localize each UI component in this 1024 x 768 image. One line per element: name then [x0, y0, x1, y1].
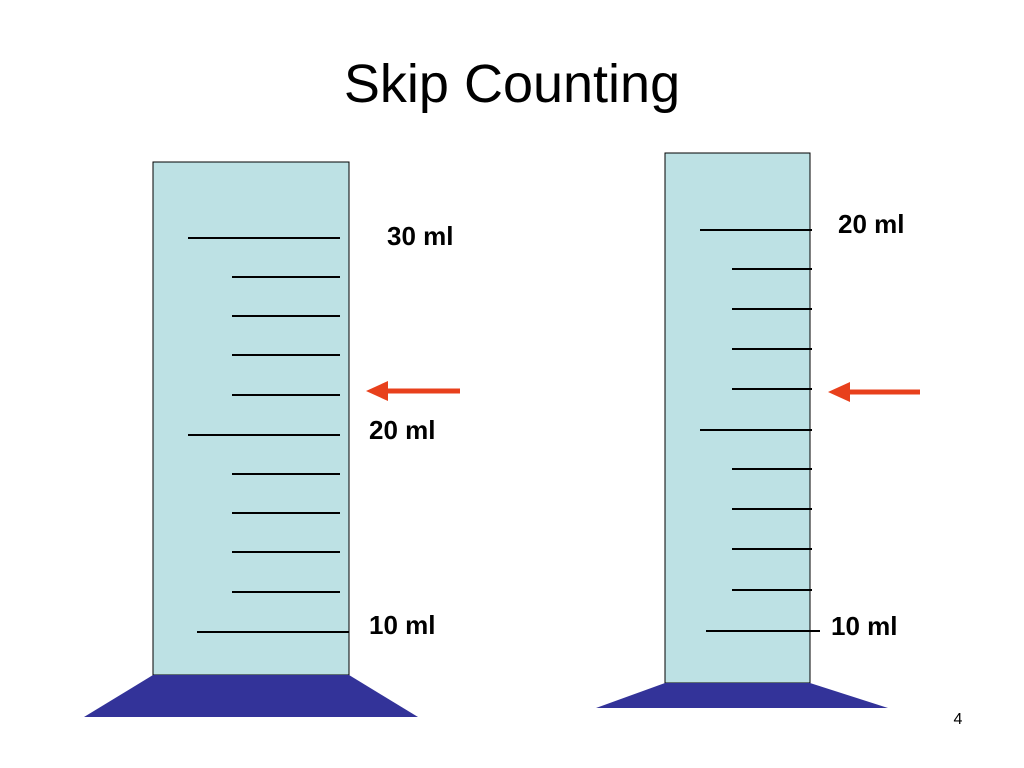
- graduations: [188, 237, 349, 633]
- arrow: [828, 382, 920, 402]
- cylinder-body: [152, 161, 350, 676]
- graduations: [700, 229, 820, 632]
- volume-label: 10 ml: [831, 611, 898, 641]
- cylinder-base: [596, 683, 888, 708]
- cylinder-base: [84, 675, 418, 717]
- slide-title: Skip Counting: [344, 54, 680, 114]
- volume-label: 10 ml: [369, 610, 436, 640]
- page-number: 4: [954, 711, 963, 728]
- volume-label: 20 ml: [838, 209, 905, 239]
- volume-label: 30 ml: [387, 221, 454, 251]
- volume-label: 20 ml: [369, 415, 436, 445]
- cylinder-body: [664, 152, 811, 684]
- arrow: [366, 381, 460, 401]
